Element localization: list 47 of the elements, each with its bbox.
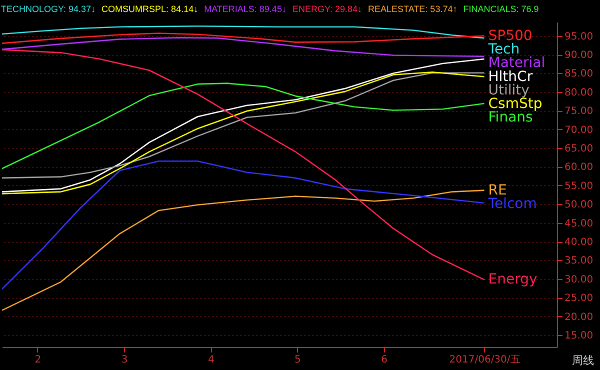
series-label: HlthCr xyxy=(488,68,533,85)
series-label: Energy xyxy=(488,272,538,288)
text: MATERIALS: 89.45↓ xyxy=(204,4,286,14)
y-tick-label: 30.00 xyxy=(564,274,594,286)
text: REALESTATE: 53.74↑ xyxy=(368,4,458,14)
y-tick-label: 40.00 xyxy=(564,237,594,248)
text: TECHNOLOGY: 94.37↓ xyxy=(1,4,96,14)
series-label: Telcom xyxy=(487,196,537,212)
text: FINANCIALS: 76.9 xyxy=(463,4,539,14)
line-series xyxy=(2,160,485,290)
y-tick-label: 60.00 xyxy=(564,162,594,174)
y-tick-label: 55.00 xyxy=(564,180,594,192)
x-tick-label: 4 xyxy=(208,354,214,366)
line-series xyxy=(2,82,485,170)
text: ENERGY: 29.84↓ xyxy=(292,4,362,14)
y-tick-label: 15.00 xyxy=(564,330,594,342)
y-tick-label: 65.00 xyxy=(564,144,594,155)
line-series xyxy=(2,49,485,280)
x-tick-label: 2 xyxy=(34,354,42,366)
y-tick-label: 90.00 xyxy=(564,50,594,62)
y-tick-label: 95.00 xyxy=(564,31,594,42)
y-tick-label: 85.00 xyxy=(564,68,594,80)
series-label: RE xyxy=(488,182,507,198)
line-series xyxy=(2,37,485,58)
y-tick-label: 50.00 xyxy=(564,200,594,211)
y-tick-label: 25.00 xyxy=(564,293,594,304)
series-label: CsmStp xyxy=(488,96,542,112)
series-label: Tech xyxy=(487,41,520,58)
y-tick-label: 70.00 xyxy=(564,124,594,136)
series-label: Material xyxy=(488,55,546,72)
text: COMSUMRSPL: 84.14↓ xyxy=(102,4,198,14)
y-tick-label: 80.00 xyxy=(564,87,594,98)
series-label: SP500 xyxy=(488,28,532,44)
series-label: Finans xyxy=(488,110,533,126)
series-label: Utility xyxy=(488,82,530,98)
x-tick-label: 6 xyxy=(381,354,388,366)
line-series xyxy=(2,32,485,44)
y-tick-label: 35.00 xyxy=(564,256,594,267)
line-series xyxy=(2,190,485,311)
y-tick-label: 75.00 xyxy=(564,106,594,118)
x-tick-label: 3 xyxy=(121,354,128,366)
x-tick-label: 5 xyxy=(294,354,301,366)
line-series xyxy=(2,25,485,39)
text: 周线 xyxy=(572,353,594,368)
y-tick-label: 45.00 xyxy=(564,218,594,230)
y-tick-label: 20.00 xyxy=(564,312,594,323)
x-tick-label: 2017/06/30/五 xyxy=(449,354,520,366)
